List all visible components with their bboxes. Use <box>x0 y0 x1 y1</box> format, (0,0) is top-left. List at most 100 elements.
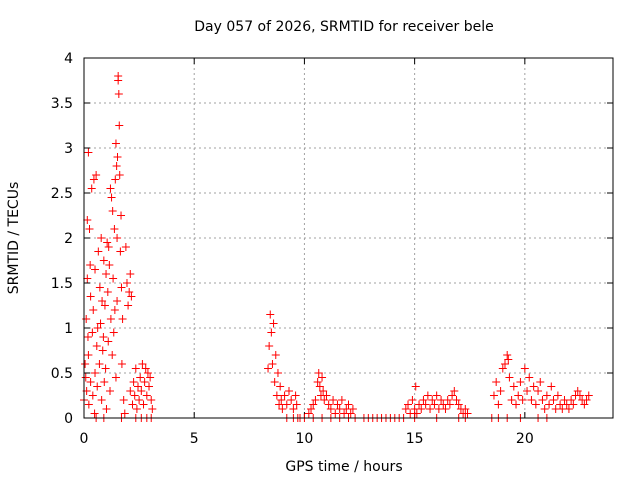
data-point <box>505 373 514 382</box>
data-point <box>531 400 540 409</box>
data-point <box>268 360 277 368</box>
data-point <box>111 139 120 148</box>
data-point <box>567 396 576 404</box>
data-point <box>94 247 103 256</box>
plot-frame <box>83 57 614 419</box>
data-point <box>110 225 119 233</box>
data-point <box>120 409 129 418</box>
data-point <box>108 207 117 215</box>
data-point <box>322 391 331 400</box>
data-point <box>111 373 120 382</box>
data-point <box>518 396 527 404</box>
data-point <box>109 328 118 337</box>
y-tick-label: 3 <box>64 141 73 157</box>
data-point <box>318 373 327 382</box>
data-point <box>507 396 516 404</box>
data-point <box>509 382 518 391</box>
data-point <box>307 405 316 413</box>
data-point <box>91 369 100 377</box>
tick-labels: 0 5 10 15 20 0 0.5 1 1.5 2 2.5 3 3.5 4 <box>51 51 534 447</box>
data-point <box>503 351 512 359</box>
y-tick-label: 0 <box>64 411 73 427</box>
data-point <box>423 391 432 400</box>
data-point <box>98 297 107 305</box>
data-point <box>89 175 98 184</box>
x-tick-label: 5 <box>190 431 199 447</box>
data-point <box>84 400 93 409</box>
data-point <box>145 382 154 391</box>
data-point <box>83 274 92 283</box>
data-point <box>97 234 106 242</box>
data-point <box>278 405 287 413</box>
data-point <box>107 193 116 202</box>
data-point <box>99 256 108 265</box>
data-point <box>147 396 156 404</box>
data-point <box>117 360 126 368</box>
data-point <box>113 234 122 242</box>
y-tick-label: 1.5 <box>51 276 73 292</box>
data-point <box>333 400 342 409</box>
data-point <box>275 400 284 409</box>
data-point <box>430 400 439 409</box>
data-point <box>516 378 525 386</box>
data-point <box>326 405 335 413</box>
data-point <box>584 391 593 400</box>
y-tick-label: 4 <box>64 51 73 67</box>
data-point <box>115 171 124 179</box>
data-point <box>401 405 410 413</box>
data-point <box>128 400 137 409</box>
data-point <box>103 288 112 296</box>
data-point <box>85 225 94 233</box>
data-point <box>104 243 113 251</box>
data-point <box>525 373 534 382</box>
data-point <box>408 396 417 404</box>
data-point <box>309 400 318 409</box>
data-point <box>113 153 122 161</box>
x-axis-label: GPS time / hours <box>285 459 402 475</box>
data-point <box>496 387 505 395</box>
data-point <box>271 351 280 359</box>
data-point <box>131 364 140 373</box>
data-point <box>126 387 135 395</box>
data-point <box>276 382 285 391</box>
data-point <box>138 360 147 368</box>
data-point <box>264 364 273 373</box>
data-point <box>545 400 554 409</box>
data-point <box>489 391 498 400</box>
data-point <box>92 171 101 179</box>
data-point <box>134 382 143 391</box>
data-point <box>573 387 582 395</box>
data-point <box>538 396 547 404</box>
data-point <box>93 382 102 391</box>
data-point <box>97 396 106 404</box>
data-point <box>547 382 556 391</box>
data-point <box>346 409 355 418</box>
data-point <box>520 364 529 373</box>
data-point <box>84 351 93 359</box>
data-point <box>125 288 134 296</box>
data-point <box>553 391 562 400</box>
data-point <box>289 405 298 413</box>
data-point <box>277 396 286 404</box>
data-point <box>463 409 472 418</box>
x-tick-label: 0 <box>80 431 89 447</box>
data-point <box>81 360 90 368</box>
data-point <box>512 400 521 409</box>
data-point <box>102 405 111 413</box>
data-point <box>266 310 275 319</box>
data-point <box>337 396 346 404</box>
data-point <box>106 184 115 193</box>
data-point <box>265 342 274 350</box>
data-point <box>137 387 146 395</box>
data-point <box>95 283 104 292</box>
x-tick-label: 15 <box>406 431 424 447</box>
data-point <box>549 396 558 404</box>
y-tick-label: 2 <box>64 231 73 247</box>
data-point <box>461 405 470 413</box>
data-point <box>84 148 93 157</box>
y-tick-label: 2.5 <box>51 186 73 202</box>
data-point <box>142 391 151 400</box>
data-point <box>498 364 507 373</box>
data-point <box>292 400 301 409</box>
